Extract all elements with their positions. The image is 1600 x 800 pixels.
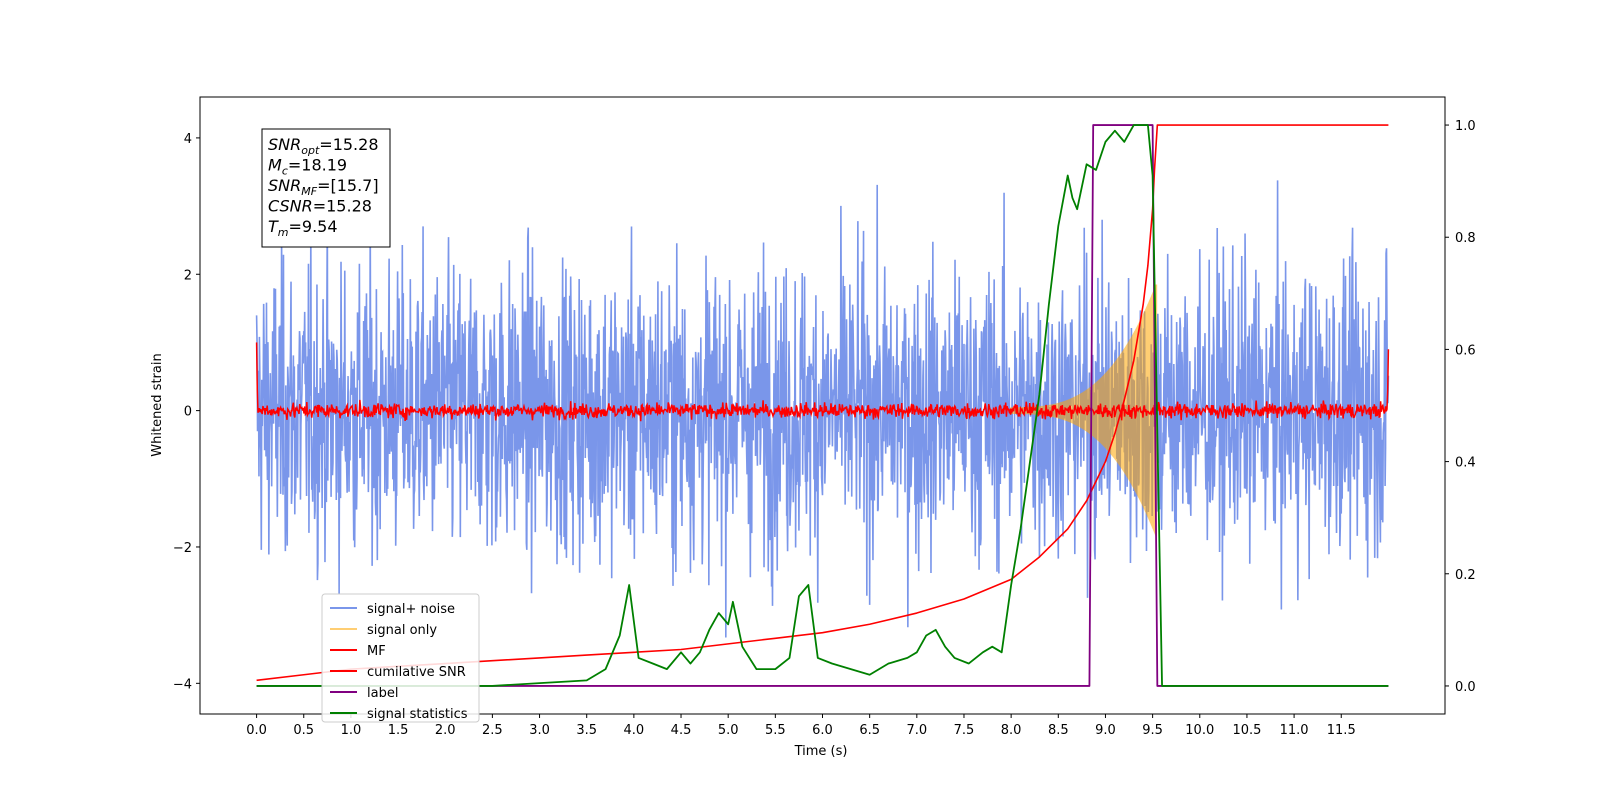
y-left-tick-label: 0 xyxy=(184,405,192,420)
annotation-line: Tm=9.54 xyxy=(268,217,338,239)
x-tick-label: 1.0 xyxy=(341,723,362,738)
y-left-tick-label: 4 xyxy=(184,132,192,147)
y-right-tick-label: 0.4 xyxy=(1455,456,1476,471)
series-signal-statistics-line xyxy=(256,124,1389,687)
x-tick-label: 0.5 xyxy=(293,723,314,738)
x-tick-label: 6.5 xyxy=(859,723,880,738)
y-right-tick-label: 1.0 xyxy=(1455,119,1476,134)
x-tick-label: 10.0 xyxy=(1185,723,1214,738)
legend-label: label xyxy=(367,686,398,701)
axes: 0.0 0.5 1.0 1.5 2.0 2.5 3.0 3.5 4.0 4.5 5.0 5.5 6.0 6… xyxy=(173,119,1476,738)
y-left-tick-label: 2 xyxy=(184,268,192,283)
x-tick-label: 4.0 xyxy=(624,723,645,738)
annotation-line: SNRopt=15.28 xyxy=(268,135,379,157)
x-tick-label: 11.0 xyxy=(1280,723,1309,738)
series-signal-only-line xyxy=(1010,284,1158,537)
y-left-tick-label: −2 xyxy=(173,541,192,556)
series-signal-noise-line xyxy=(255,180,1390,638)
annotation-line: Mc=18.19 xyxy=(268,156,347,178)
legend: signal+ noise signal only MF cumilative SNR… xyxy=(321,593,480,723)
x-tick-label: 3.0 xyxy=(529,723,550,738)
x-tick-label: 2.5 xyxy=(482,723,503,738)
x-tick-label: 11.5 xyxy=(1327,723,1356,738)
x-tick-label: 10.5 xyxy=(1232,723,1261,738)
legend-label: MF xyxy=(367,644,386,659)
y-left-tick-label: −4 xyxy=(173,677,192,692)
plot-area xyxy=(255,124,1390,687)
x-tick-label: 1.5 xyxy=(388,723,409,738)
y-right-tick-label: 0.8 xyxy=(1455,231,1476,246)
x-tick-label: 3.5 xyxy=(576,723,597,738)
y-axis-label: Whitened strain xyxy=(150,353,165,456)
y-right-tick-label: 0.2 xyxy=(1455,568,1476,583)
legend-label: cumilative SNR xyxy=(367,665,466,680)
annotation-line: CSNR=15.28 xyxy=(268,197,372,216)
y-right-tick-label: 0.6 xyxy=(1455,343,1476,358)
x-tick-label: 6.0 xyxy=(812,723,833,738)
legend-label: signal+ noise xyxy=(367,602,455,617)
x-tick-label: 8.5 xyxy=(1048,723,1069,738)
snr-annotation-box: SNRopt=15.28Mc=18.19SNRMF=[15.7]CSNR=15.… xyxy=(261,128,391,248)
series-mf-line xyxy=(255,342,1390,422)
legend-label: signal only xyxy=(367,623,437,638)
x-tick-label: 7.5 xyxy=(954,723,975,738)
x-tick-label: 5.5 xyxy=(765,723,786,738)
annotation-line: SNRMF=[15.7] xyxy=(268,176,379,198)
x-tick-label: 5.0 xyxy=(718,723,739,738)
x-tick-label: 0.0 xyxy=(246,723,267,738)
legend-label: signal statistics xyxy=(367,707,468,722)
annotation-frame xyxy=(261,128,391,248)
x-tick-label: 4.5 xyxy=(671,723,692,738)
x-axis-label: Time (s) xyxy=(794,744,848,759)
legend-frame xyxy=(321,593,480,723)
y-right-tick-label: 0.0 xyxy=(1455,680,1476,695)
x-tick-label: 8.0 xyxy=(1001,723,1022,738)
x-tick-label: 9.0 xyxy=(1095,723,1116,738)
x-tick-label: 2.0 xyxy=(435,723,456,738)
x-tick-label: 7.0 xyxy=(906,723,927,738)
x-tick-label: 9.5 xyxy=(1142,723,1163,738)
